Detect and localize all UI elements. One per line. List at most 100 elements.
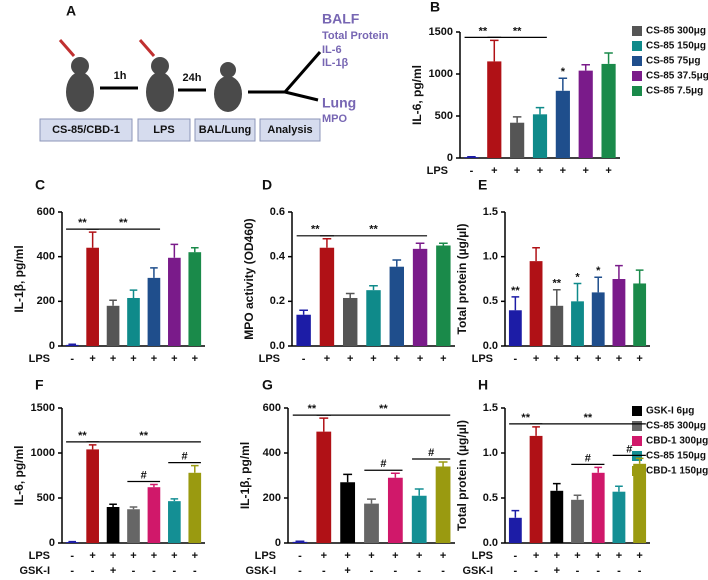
x-row-value: + xyxy=(417,353,423,365)
y-tick-label: 0.5 xyxy=(483,295,498,307)
x-row-value: + xyxy=(192,550,198,562)
error-bar xyxy=(415,242,425,249)
x-row-value: + xyxy=(344,550,350,562)
error-bar xyxy=(88,444,97,450)
legend-swatch xyxy=(632,56,642,66)
x-row-value: - xyxy=(596,565,600,577)
error-bar xyxy=(552,482,561,491)
error-bar xyxy=(345,292,355,298)
x-row-label: LPS xyxy=(255,550,276,562)
error-bar xyxy=(573,494,582,500)
mouse xyxy=(220,62,236,78)
x-row-value: - xyxy=(322,565,326,577)
x-row-value: + xyxy=(533,353,539,365)
output-title: Lung xyxy=(322,95,356,111)
legend-swatch xyxy=(632,421,642,431)
error-bar xyxy=(390,472,400,478)
bar xyxy=(412,248,428,346)
step-label: CS-85/CBD-1 xyxy=(52,124,120,136)
bar xyxy=(578,70,593,158)
interval-label: 1h xyxy=(114,70,127,82)
significance-mark: ** xyxy=(139,430,148,442)
x-row-value: - xyxy=(70,353,74,365)
error-bar xyxy=(615,485,623,492)
y-tick-label: 0.2 xyxy=(270,295,285,307)
arrow xyxy=(283,51,322,93)
y-tick-label: 1500 xyxy=(429,26,453,38)
significance-mark: ** xyxy=(584,412,593,424)
x-row-label: GSK-I xyxy=(19,565,50,577)
x-row-value: + xyxy=(321,550,327,562)
x-row-label: GSK-I xyxy=(462,565,493,577)
step-label: BAL/Lung xyxy=(199,124,252,136)
x-row-value: - xyxy=(514,353,518,365)
significance-mark: ** xyxy=(553,278,562,290)
x-row-value: + xyxy=(89,550,95,562)
bar xyxy=(316,431,332,543)
x-row-label: LPS xyxy=(259,353,280,365)
step-label: LPS xyxy=(153,124,174,136)
legend-swatch xyxy=(632,436,642,446)
error-bar xyxy=(594,276,603,293)
x-row-value: + xyxy=(574,550,580,562)
bar xyxy=(342,297,358,346)
x-row-value: - xyxy=(441,565,445,577)
bar xyxy=(529,435,543,543)
error-bar xyxy=(439,242,448,246)
y-axis-label: MPO activity (OD460) xyxy=(242,218,256,339)
error-bar xyxy=(635,269,644,284)
significance-mark: # xyxy=(380,458,386,470)
error-bar xyxy=(512,116,522,123)
y-tick-label: 200 xyxy=(37,295,55,307)
error-bar xyxy=(615,264,623,279)
error-bar xyxy=(367,498,376,504)
panel-label: C xyxy=(35,177,45,193)
mouse xyxy=(214,76,242,112)
bar xyxy=(532,114,548,158)
error-bar xyxy=(68,343,77,345)
legend-label: CBD-1 150μg xyxy=(646,466,708,477)
bar xyxy=(508,310,522,346)
error-bar xyxy=(299,309,308,315)
x-row-value: + xyxy=(151,550,157,562)
mouse xyxy=(146,72,174,112)
error-bar xyxy=(490,39,499,62)
step-box xyxy=(39,118,133,142)
significance-mark: ** xyxy=(521,412,530,424)
y-tick-label: 1000 xyxy=(429,68,453,80)
y-tick-label: 1500 xyxy=(31,402,55,414)
error-bar xyxy=(532,246,540,262)
panel-label: A xyxy=(66,3,76,19)
bar xyxy=(147,487,161,543)
error-bar xyxy=(295,540,305,542)
x-row-value: + xyxy=(89,353,95,365)
y-axis-label: Total protein (µg/µl) xyxy=(455,420,469,531)
bar xyxy=(86,449,99,543)
error-bar xyxy=(88,231,97,248)
syringe xyxy=(58,39,76,57)
output-item: IL-1β xyxy=(322,57,349,69)
legend-swatch xyxy=(632,41,642,51)
significance-mark: ** xyxy=(513,25,522,37)
x-row-value: + xyxy=(533,550,539,562)
error-bar xyxy=(558,77,568,91)
y-tick-label: 0 xyxy=(447,152,453,164)
x-row-value: + xyxy=(491,165,497,177)
bar xyxy=(591,292,605,346)
error-bar xyxy=(438,461,448,467)
significance-mark: * xyxy=(596,265,601,277)
step-box xyxy=(137,118,191,142)
x-row-value: + xyxy=(560,165,566,177)
x-row-value: - xyxy=(370,565,374,577)
y-axis-label: IL-1β, pg/ml xyxy=(12,245,26,312)
legend-swatch xyxy=(632,406,642,416)
x-row-value: + xyxy=(440,550,446,562)
bar xyxy=(571,301,584,346)
mice xyxy=(66,57,242,112)
y-tick-label: 500 xyxy=(435,110,453,122)
significance-mark: # xyxy=(141,469,147,481)
bar xyxy=(296,314,311,346)
x-row-value: - xyxy=(132,565,136,577)
panel-label: D xyxy=(262,177,272,193)
legend-label: CS-85 150μg xyxy=(646,451,706,462)
